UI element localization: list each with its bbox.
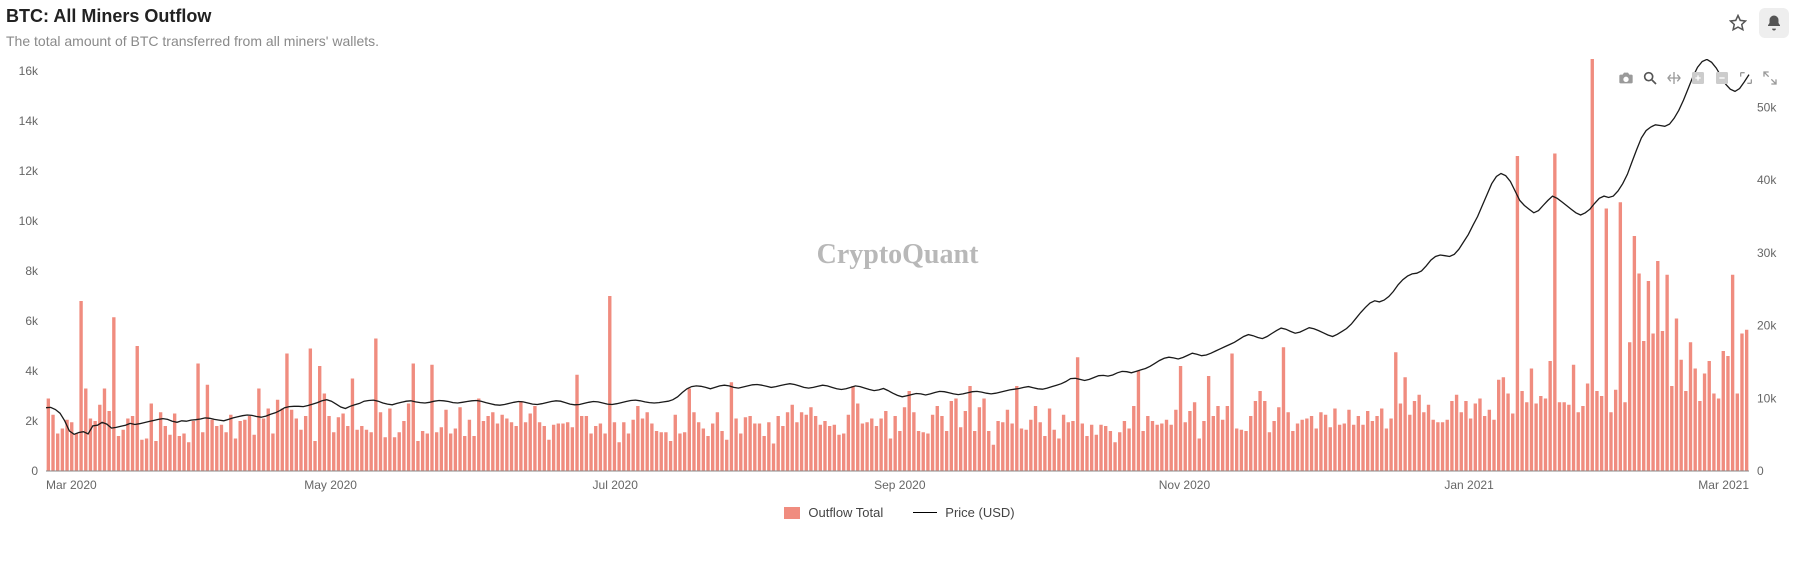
svg-text:10k: 10k xyxy=(19,214,39,228)
svg-text:Mar 2021: Mar 2021 xyxy=(1698,478,1749,492)
svg-text:20k: 20k xyxy=(1757,319,1777,333)
svg-text:0: 0 xyxy=(31,464,38,478)
zoom-in-icon[interactable] xyxy=(1689,69,1707,87)
svg-text:14k: 14k xyxy=(19,114,39,128)
svg-text:8k: 8k xyxy=(25,264,39,278)
legend-outflow[interactable]: Outflow Total xyxy=(784,505,883,520)
chart-legend: Outflow Total Price (USD) xyxy=(0,499,1799,520)
chart-title: BTC: All Miners Outflow xyxy=(6,6,1723,27)
svg-text:Jan 2021: Jan 2021 xyxy=(1444,478,1494,492)
autoscale-icon[interactable] xyxy=(1737,69,1755,87)
svg-text:50k: 50k xyxy=(1757,100,1777,114)
legend-price[interactable]: Price (USD) xyxy=(913,505,1014,520)
svg-text:Nov 2020: Nov 2020 xyxy=(1159,478,1211,492)
legend-bar-swatch xyxy=(784,507,800,519)
svg-text:30k: 30k xyxy=(1757,246,1777,260)
chart-toolbar xyxy=(1617,69,1779,87)
reset-icon[interactable] xyxy=(1761,69,1779,87)
svg-text:6k: 6k xyxy=(25,314,39,328)
legend-bar-label: Outflow Total xyxy=(808,505,883,520)
svg-text:16k: 16k xyxy=(19,64,39,78)
legend-line-swatch xyxy=(913,512,937,513)
svg-text:Mar 2020: Mar 2020 xyxy=(46,478,97,492)
svg-text:May 2020: May 2020 xyxy=(304,478,357,492)
svg-text:12k: 12k xyxy=(19,164,39,178)
camera-icon[interactable] xyxy=(1617,69,1635,87)
chart-svg: 0 2k 4k 6k 8k 10k 12k 14k 16k 0 10k 20k 30k 40k 50k Mar… xyxy=(0,59,1799,499)
svg-text:4k: 4k xyxy=(25,364,39,378)
svg-text:40k: 40k xyxy=(1757,173,1777,187)
chart-area[interactable]: 0 2k 4k 6k 8k 10k 12k 14k 16k 0 10k 20k 30k 40k 50k Mar… xyxy=(0,59,1799,499)
svg-text:10k: 10k xyxy=(1757,391,1777,405)
chart-subtitle: The total amount of BTC transferred from… xyxy=(6,33,1723,49)
alert-button[interactable] xyxy=(1759,8,1789,38)
svg-text:0: 0 xyxy=(1757,464,1764,478)
pan-icon[interactable] xyxy=(1665,69,1683,87)
svg-text:2k: 2k xyxy=(25,414,39,428)
legend-line-label: Price (USD) xyxy=(945,505,1014,520)
zoom-out-icon[interactable] xyxy=(1713,69,1731,87)
favorite-button[interactable] xyxy=(1723,8,1753,38)
zoom-icon[interactable] xyxy=(1641,69,1659,87)
svg-text:Sep 2020: Sep 2020 xyxy=(874,478,926,492)
svg-text:Jul 2020: Jul 2020 xyxy=(593,478,639,492)
svg-text:CryptoQuant: CryptoQuant xyxy=(817,239,979,270)
